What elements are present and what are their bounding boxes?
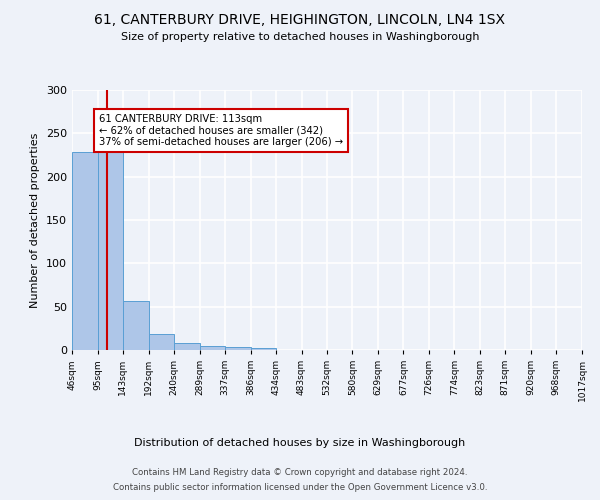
Text: 61 CANTERBURY DRIVE: 113sqm
← 62% of detached houses are smaller (342)
37% of se: 61 CANTERBURY DRIVE: 113sqm ← 62% of det… <box>99 114 343 148</box>
Bar <box>251 348 276 350</box>
Bar <box>200 346 225 350</box>
Bar <box>582 348 600 350</box>
Bar <box>98 142 123 350</box>
Bar <box>149 334 174 350</box>
Bar <box>72 152 98 350</box>
Text: Distribution of detached houses by size in Washingborough: Distribution of detached houses by size … <box>134 438 466 448</box>
Y-axis label: Number of detached properties: Number of detached properties <box>31 132 40 308</box>
Bar <box>225 348 251 350</box>
Bar <box>174 343 200 350</box>
Text: Contains public sector information licensed under the Open Government Licence v3: Contains public sector information licen… <box>113 483 487 492</box>
Text: Size of property relative to detached houses in Washingborough: Size of property relative to detached ho… <box>121 32 479 42</box>
Bar <box>123 300 149 350</box>
Text: Contains HM Land Registry data © Crown copyright and database right 2024.: Contains HM Land Registry data © Crown c… <box>132 468 468 477</box>
Text: 61, CANTERBURY DRIVE, HEIGHINGTON, LINCOLN, LN4 1SX: 61, CANTERBURY DRIVE, HEIGHINGTON, LINCO… <box>95 12 505 26</box>
